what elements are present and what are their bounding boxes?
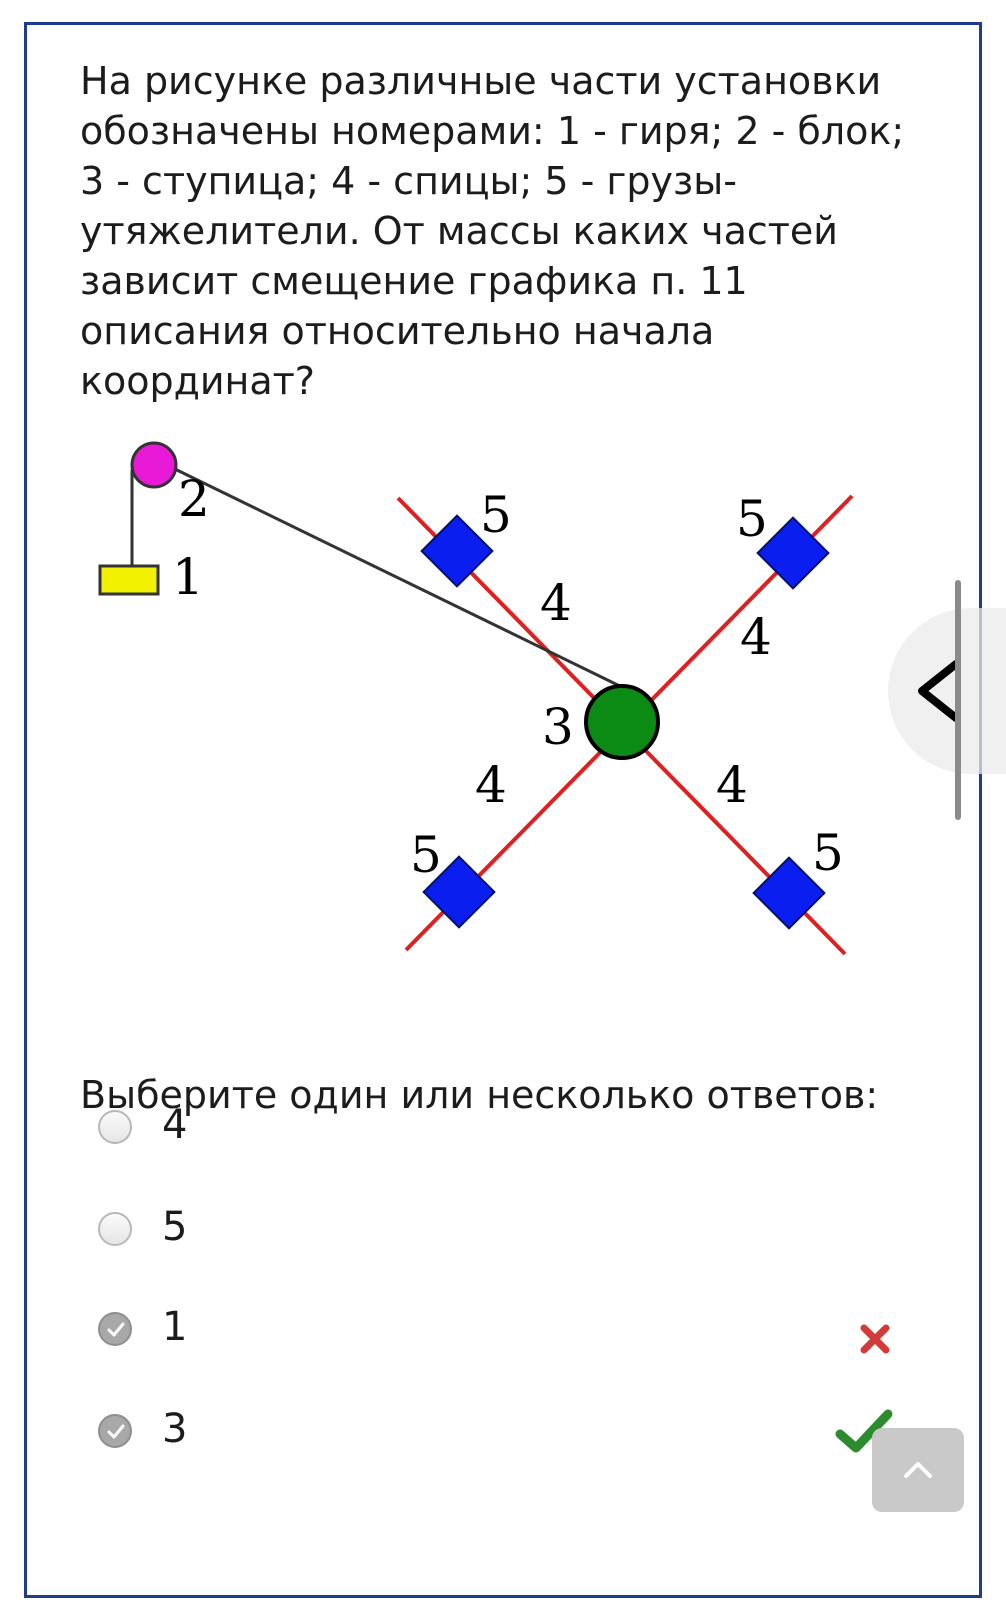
option-label-3: 1 xyxy=(162,1304,188,1350)
label-load-upper-left: 5 xyxy=(480,486,512,544)
back-to-top-button[interactable] xyxy=(872,1428,964,1512)
checkbox-option-4[interactable] xyxy=(98,1414,132,1448)
incorrect-icon xyxy=(860,1324,890,1354)
label-load-lower-left: 5 xyxy=(410,826,442,884)
load-upper-right xyxy=(756,516,830,590)
chevron-left-icon xyxy=(918,660,960,722)
label-hub: 3 xyxy=(542,698,574,756)
label-load-lower-right: 5 xyxy=(812,824,844,882)
option-label-4: 3 xyxy=(162,1406,188,1452)
load-upper-left xyxy=(420,514,494,588)
label-load-upper-right: 5 xyxy=(736,490,768,548)
checkmark-icon xyxy=(107,1424,125,1439)
checkbox-option-3[interactable] xyxy=(98,1312,132,1346)
load-lower-left xyxy=(422,855,496,929)
thread-line xyxy=(139,450,629,692)
label-weight: 1 xyxy=(172,548,204,606)
answer-option-4[interactable]: 3 xyxy=(98,1404,928,1464)
checkmark-icon xyxy=(107,1322,125,1337)
weight xyxy=(98,564,160,596)
label-spoke-lower-right: 4 xyxy=(716,756,748,814)
label-spoke-lower-left: 4 xyxy=(475,756,507,814)
setup-figure: 2 1 5 5 4 4 3 4 4 5 5 xyxy=(80,440,910,1020)
label-spoke-upper-right: 4 xyxy=(740,608,772,666)
scrollbar[interactable] xyxy=(955,580,961,820)
answer-option-3[interactable]: 1 xyxy=(98,1302,928,1362)
chevron-up-icon xyxy=(904,1462,932,1478)
answer-option-2[interactable]: 5 xyxy=(98,1202,928,1262)
hub xyxy=(584,684,660,760)
pulley xyxy=(130,441,178,489)
correct-icon xyxy=(835,1409,893,1453)
question-card xyxy=(24,22,982,1598)
label-pulley: 2 xyxy=(178,470,210,528)
load-lower-right xyxy=(752,856,826,930)
checkbox-option-2[interactable] xyxy=(98,1212,132,1246)
answer-option-1[interactable]: 4 xyxy=(98,1100,928,1160)
checkbox-option-1[interactable] xyxy=(98,1110,132,1144)
question-text: На рисунке различные части установки обо… xyxy=(80,59,905,403)
answer-prompt: Выберите один или несколько ответов: xyxy=(80,1073,879,1117)
option-label-1: 4 xyxy=(162,1102,188,1148)
label-spoke-upper-left: 4 xyxy=(540,574,572,632)
option-label-2: 5 xyxy=(162,1204,188,1250)
